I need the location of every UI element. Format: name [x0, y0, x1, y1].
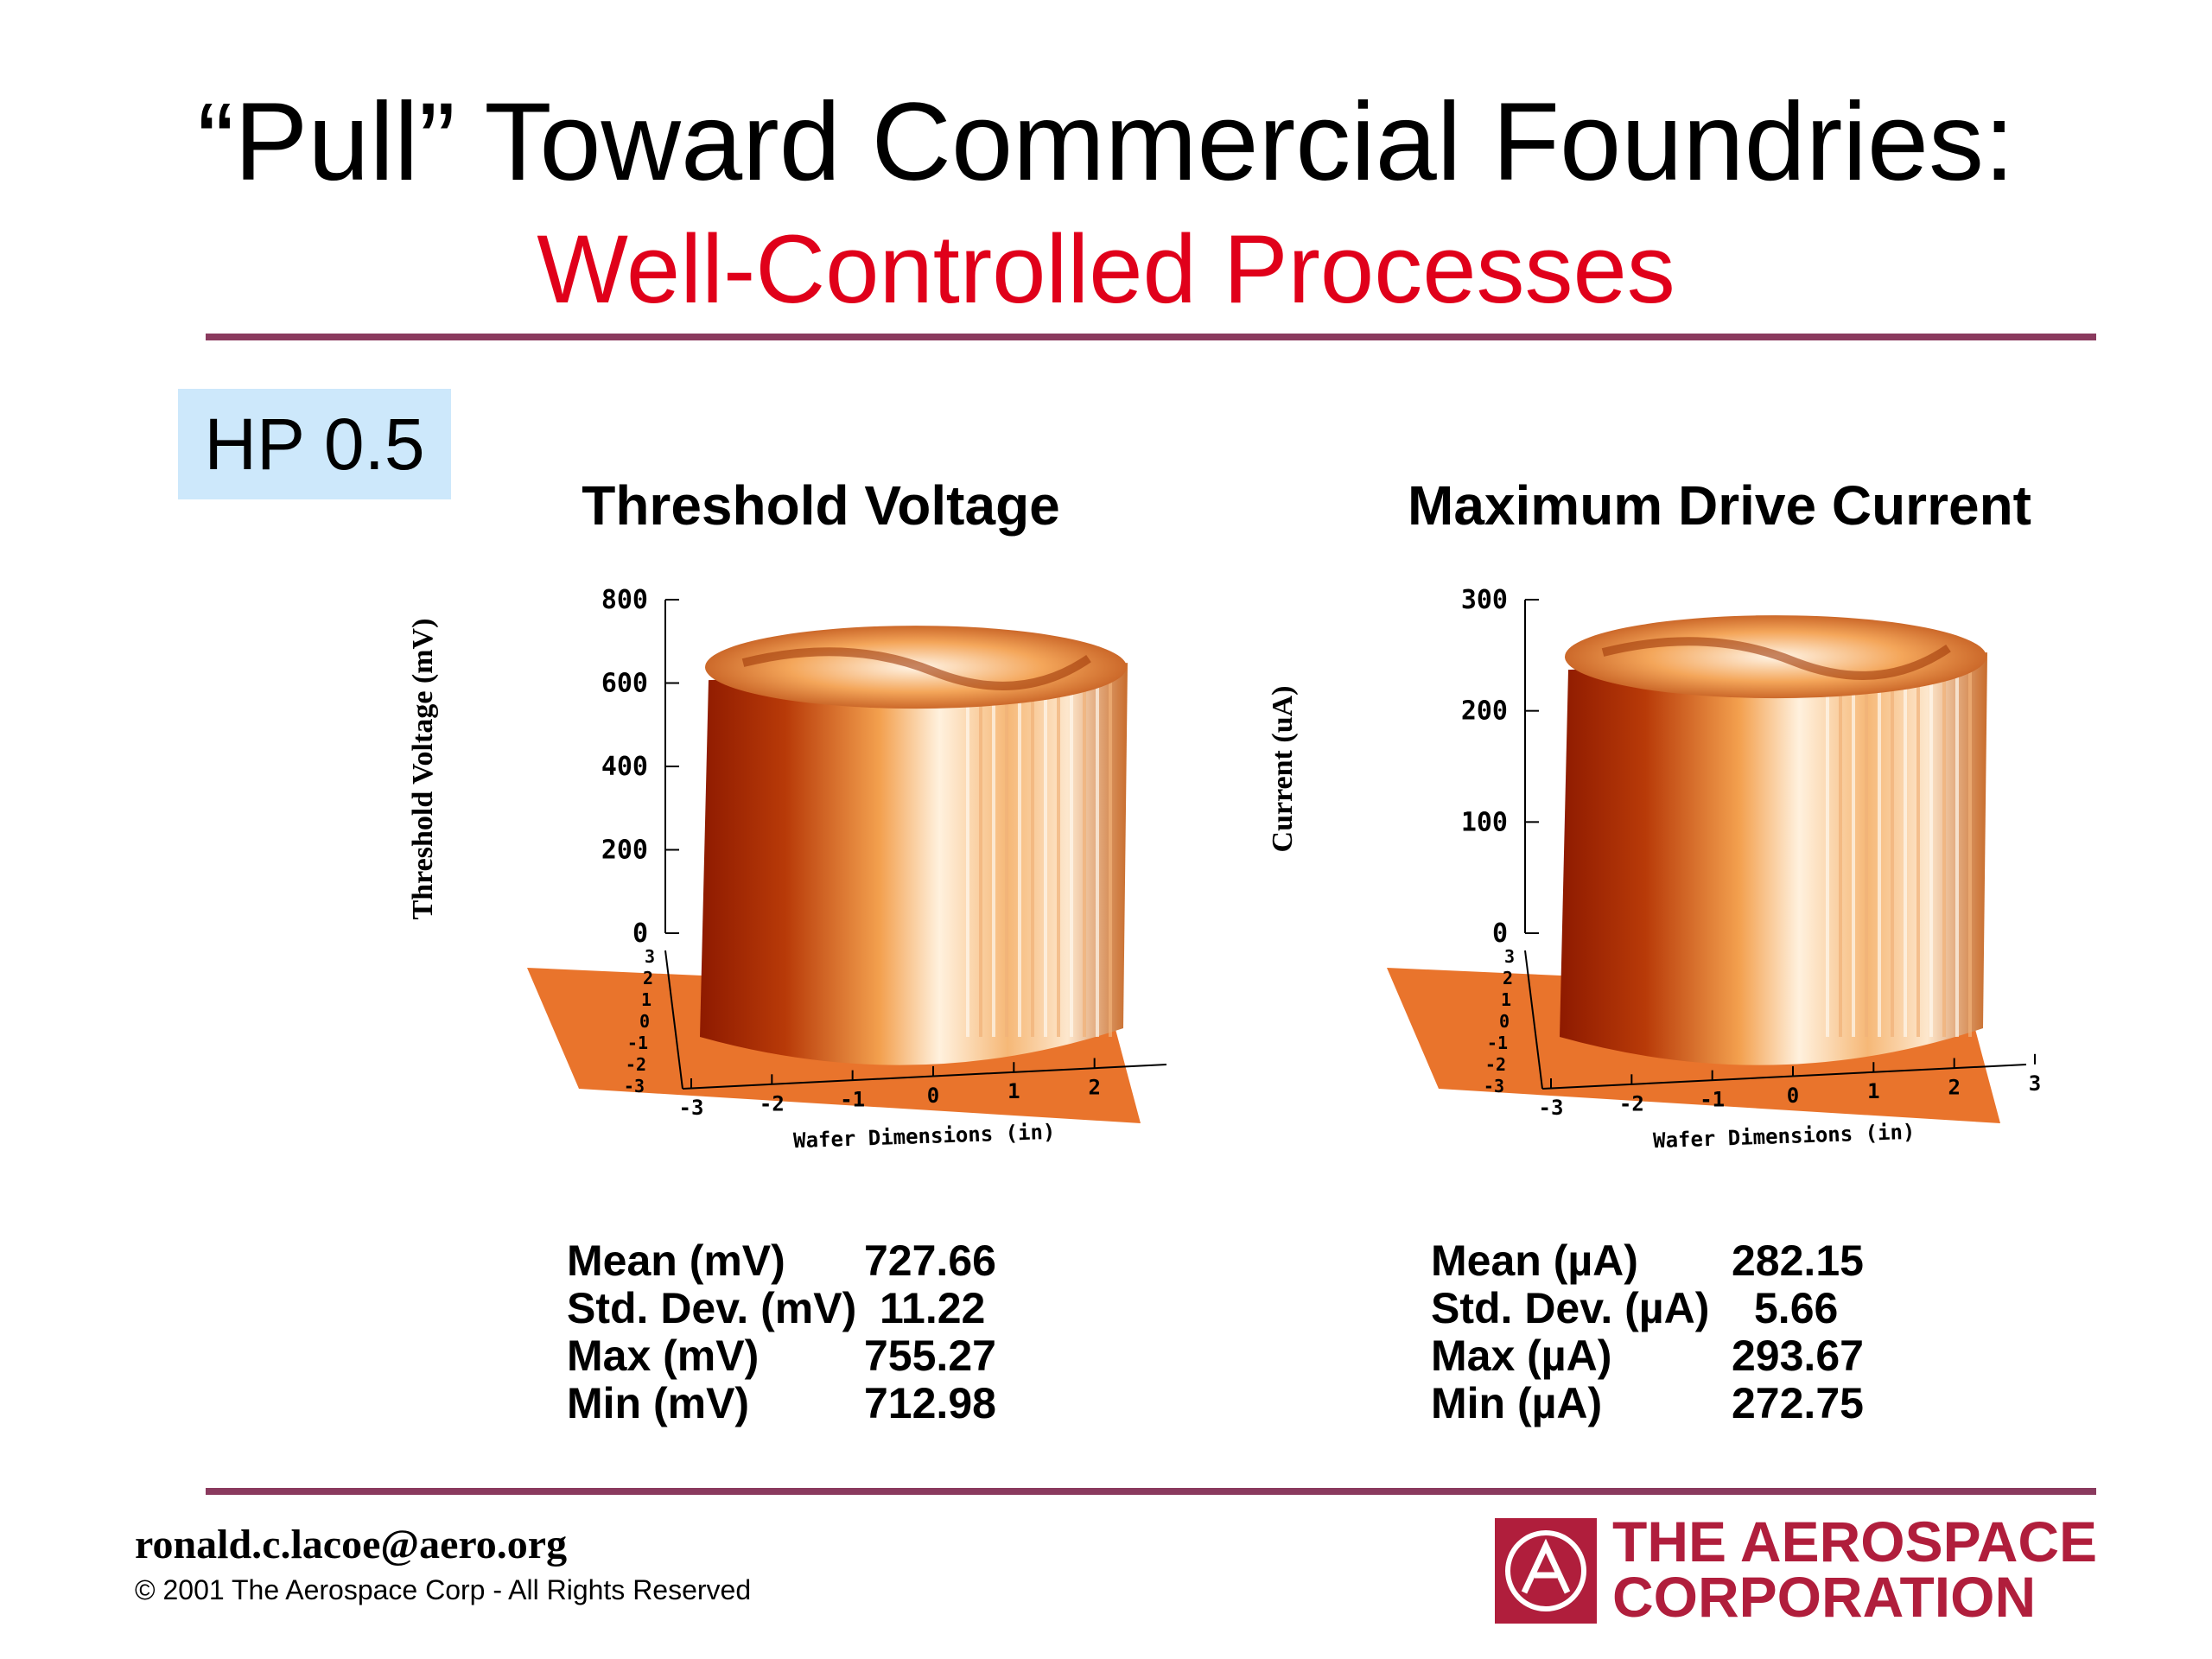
logo-line-1: THE AEROSPACE	[1612, 1510, 2098, 1573]
stat-row: Max (µA) 293.67	[1431, 1332, 1915, 1380]
y-tick-label: 2	[643, 968, 653, 988]
y-tick-label: 3	[645, 946, 655, 967]
z-tick-label: 800	[601, 585, 648, 615]
z-tick-label: 0	[1492, 918, 1508, 949]
stats-drive-current: Mean (µA) 282.15 Std. Dev. (µA) 5.66 Max (…	[1431, 1237, 1915, 1427]
x-tick-label: -1	[840, 1088, 865, 1112]
stat-row: Min (µA) 272.75	[1431, 1380, 1915, 1427]
slide-subtitle: Well-Controlled Processes	[537, 215, 1675, 323]
y-tick-label: 0	[1499, 1011, 1510, 1032]
z-tick-label: 200	[601, 836, 648, 866]
x-axis-label: Wafer Dimensions (in)	[793, 1120, 1056, 1154]
x-tick-label: -3	[1539, 1096, 1564, 1120]
surface-ripple	[741, 647, 1091, 690]
x-tick-label: -2	[760, 1091, 785, 1116]
x-tick-label: 0	[1787, 1084, 1799, 1108]
y-tick-label: -3	[1484, 1076, 1504, 1096]
logo-mark-icon	[1495, 1518, 1597, 1624]
logo-wordmark: THE AEROSPACE CORPORATION	[1612, 1510, 2098, 1629]
stat-row: Min (mV) 712.98	[567, 1380, 1051, 1427]
cylinder-wall	[700, 663, 1128, 1065]
stat-value: 712.98	[864, 1379, 996, 1427]
copyright-notice: © 2001 The Aerospace Corp - All Rights R…	[135, 1574, 752, 1605]
stat-value: 282.15	[1732, 1236, 1864, 1285]
stat-row: Std. Dev. (mV) 11.22	[567, 1285, 1051, 1332]
y-tick-label: 0	[639, 1011, 650, 1032]
stat-label: Std. Dev. (mV)	[567, 1284, 857, 1332]
stat-label: Std. Dev. (µA)	[1431, 1284, 1710, 1332]
logo-line-2: CORPORATION	[1612, 1565, 2037, 1629]
stat-row: Mean (mV) 727.66	[567, 1237, 1051, 1285]
slide-title: “Pull” Toward Commercial Foundries:	[197, 80, 2015, 204]
stat-row: Mean (µA) 282.15	[1431, 1237, 1915, 1285]
y-tick-label: 1	[1501, 989, 1511, 1010]
stat-label: Mean (µA)	[1431, 1236, 1638, 1285]
y-tick-label: -2	[1485, 1054, 1506, 1075]
stat-value: 11.22	[880, 1284, 986, 1332]
stat-value: 293.67	[1732, 1332, 1864, 1380]
z-axis-label: Threshold Voltage (mV)	[407, 619, 439, 920]
y-tick-label: -1	[627, 1033, 648, 1053]
stat-label: Min (mV)	[567, 1379, 750, 1427]
z-tick-label: 600	[601, 669, 648, 699]
x-tick-label: -3	[679, 1096, 704, 1120]
x-axis-line	[1541, 1064, 2027, 1090]
contact-email: ronald.c.lacoe@aero.org	[135, 1522, 568, 1567]
x-tick-label: 2	[1088, 1076, 1100, 1100]
z-tick-label: 100	[1461, 807, 1508, 837]
stat-value: 272.75	[1732, 1379, 1864, 1427]
stat-value: 727.66	[864, 1236, 996, 1285]
x-tick-label: 0	[927, 1084, 939, 1108]
stat-label: Mean (mV)	[567, 1236, 785, 1285]
stat-row: Std. Dev. (µA) 5.66	[1431, 1285, 1915, 1332]
y-tick-label: -3	[624, 1076, 645, 1096]
chart-title-threshold-voltage: Threshold Voltage	[582, 474, 1060, 537]
x-tick-label: -1	[1700, 1088, 1725, 1112]
aerospace-logo: THE AEROSPACE CORPORATION	[1495, 1510, 2100, 1629]
stat-label: Max (µA)	[1431, 1332, 1612, 1380]
top-divider	[206, 334, 2096, 340]
y-tick-label: 2	[1503, 968, 1513, 988]
x-tick-label: -2	[1619, 1091, 1644, 1116]
y-tick-label: 3	[1504, 946, 1515, 967]
surface-ripple	[1601, 637, 1951, 680]
chart-title-maximum-drive-current: Maximum Drive Current	[1408, 474, 2031, 537]
z-tick-label: 0	[632, 918, 648, 949]
x-axis-line	[682, 1064, 1167, 1090]
x-axis-label: Wafer Dimensions (in)	[1653, 1120, 1916, 1154]
x-tick-label: 2	[1948, 1076, 1960, 1100]
cylinder-wall	[1560, 652, 1987, 1065]
z-tick-label: 400	[601, 752, 648, 782]
y-axis-line	[1524, 950, 1543, 1090]
y-tick-label: 1	[641, 989, 652, 1010]
stat-label: Max (mV)	[567, 1332, 760, 1380]
x-tick-label: 1	[1007, 1079, 1020, 1103]
x-tick-label: 1	[1867, 1079, 1879, 1103]
x-tick-label: 3	[2029, 1071, 2041, 1096]
stat-value: 5.66	[1754, 1284, 1839, 1332]
stat-value: 755.27	[864, 1332, 996, 1380]
y-axis-line	[664, 950, 683, 1090]
z-tick-label: 200	[1461, 696, 1508, 727]
z-axis-label: Current (uA)	[1267, 686, 1299, 853]
y-tick-label: -1	[1487, 1033, 1508, 1053]
stat-label: Min (µA)	[1431, 1379, 1603, 1427]
y-tick-label: -2	[626, 1054, 646, 1075]
z-tick-label: 300	[1461, 585, 1508, 615]
stat-row: Max (mV) 755.27	[567, 1332, 1051, 1380]
bottom-divider	[206, 1488, 2096, 1495]
stats-threshold-voltage: Mean (mV) 727.66 Std. Dev. (mV) 11.22 Max …	[567, 1237, 1051, 1427]
process-badge: HP 0.5	[178, 389, 451, 499]
